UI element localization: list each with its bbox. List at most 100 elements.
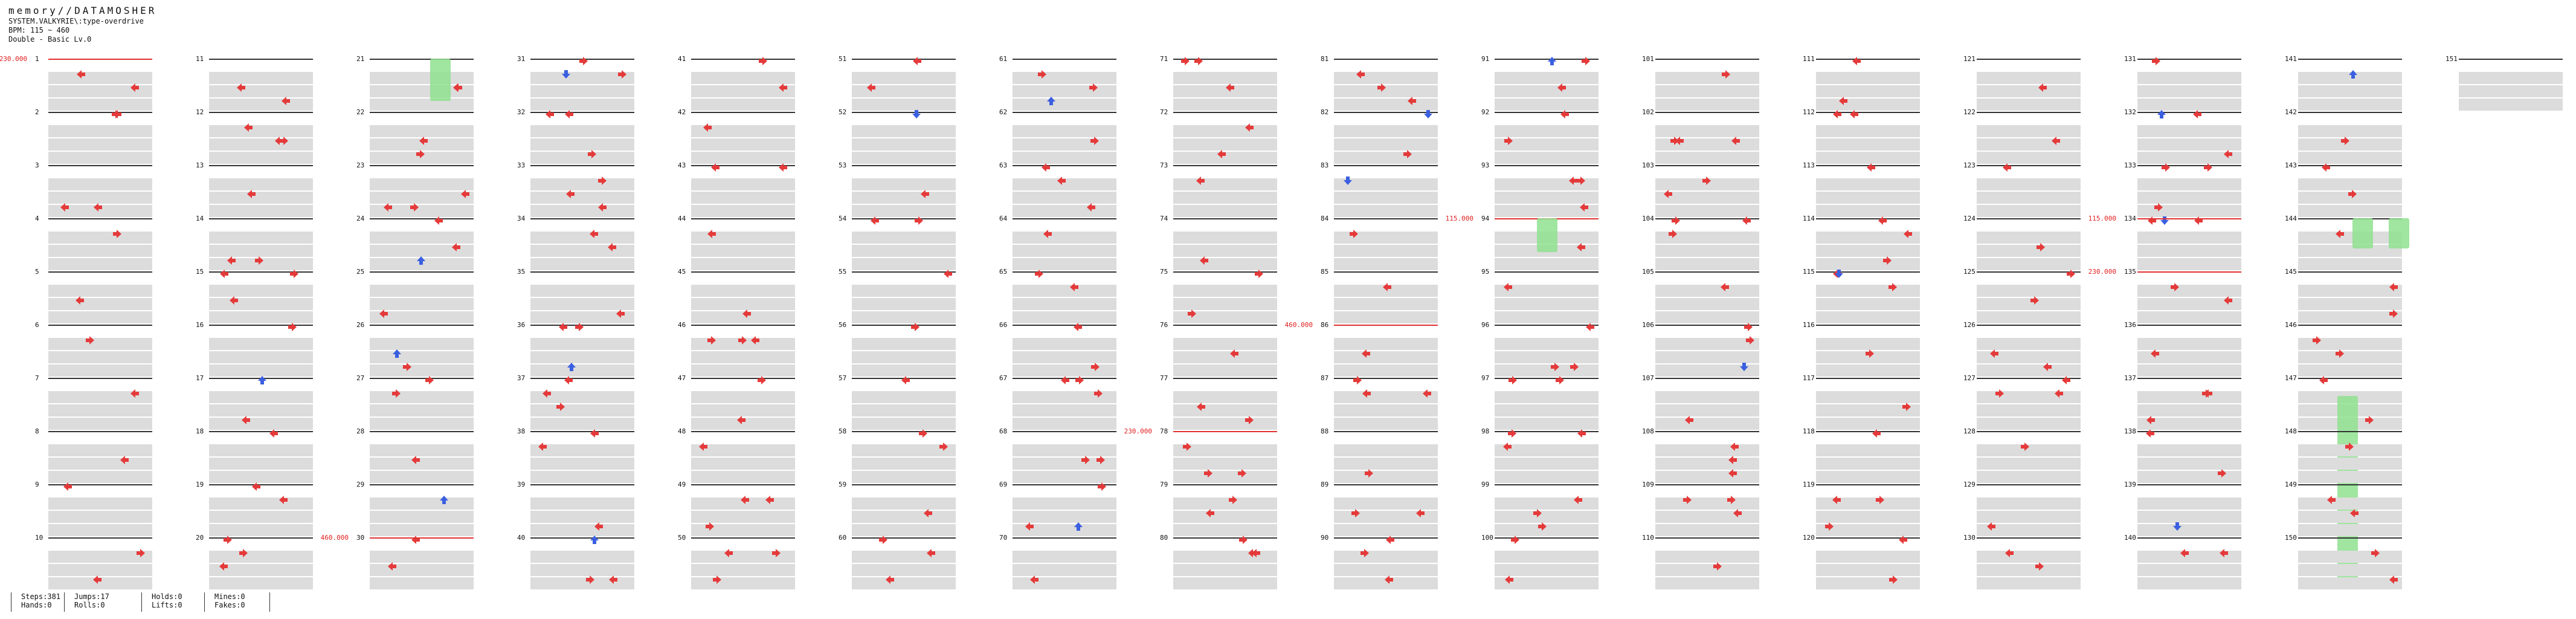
beat-band [48, 458, 152, 470]
arrow-note-icon [1359, 547, 1371, 559]
beat-band [1816, 152, 1920, 164]
chart-column: 11 12 13 14 15 16 17 18 19 20 [196, 55, 313, 591]
measure: 77 [1160, 374, 1277, 431]
beat-band [1655, 232, 1759, 244]
arrow-note-icon [723, 547, 735, 559]
arrow-note-icon [884, 574, 896, 586]
measure-number: 70 [999, 534, 1008, 542]
beat-band [48, 192, 152, 204]
measure-line [691, 431, 795, 432]
beat-band [209, 125, 313, 137]
measure-number: 89 [1321, 481, 1329, 488]
measure-number: 62 [999, 108, 1008, 116]
beat-band [1977, 232, 2081, 244]
measure: 107 [1642, 374, 1759, 431]
arrow-note-icon [1085, 201, 1097, 213]
measure: 109 [1642, 481, 1759, 537]
beat-band [530, 125, 634, 137]
beat-band [1013, 178, 1116, 190]
beat-band [1173, 471, 1277, 483]
arrow-note-icon [1383, 574, 1395, 586]
measure-number: 100 [1481, 534, 1493, 542]
beat-band [1013, 458, 1116, 470]
hold-note [2389, 218, 2409, 248]
measure-number: 146 [2285, 321, 2297, 329]
measure: 78 230.000 [1124, 427, 1277, 484]
measure-number: 71 [1160, 55, 1168, 63]
measure-line [1013, 484, 1116, 485]
beat-band [1655, 551, 1759, 563]
arrow-note-icon [573, 321, 585, 333]
beat-band [1495, 311, 1599, 323]
beat-band [1013, 205, 1116, 217]
measure: 58 [839, 427, 956, 484]
arrow-note-icon [1876, 215, 1889, 227]
measure-line [2137, 59, 2241, 60]
beat-band [1977, 178, 2081, 190]
measure: 111 [1803, 55, 1920, 112]
beat-band [2137, 418, 2241, 430]
chart-column: 31 32 33 34 35 36 37 38 39 40 [517, 55, 634, 591]
arrow-note-icon [877, 534, 889, 546]
beat-band [1013, 404, 1116, 416]
stats-mines-fakes: Mines:0 Fakes:0 [204, 592, 245, 612]
arrow-note-icon [560, 68, 572, 80]
beat-band [691, 245, 795, 257]
measure-number: 25 [356, 268, 365, 276]
measure: 115 [1803, 268, 1920, 325]
arrow-note-icon [1040, 161, 1052, 173]
arrow-note-icon [1089, 135, 1101, 147]
beat-band [691, 138, 795, 151]
measure-number: 124 [1963, 215, 1975, 222]
arrow-note-icon [1567, 175, 1579, 187]
measure-line [852, 431, 956, 432]
measure-number: 79 [1160, 481, 1168, 488]
beat-band [48, 72, 152, 84]
beat-band [852, 298, 956, 310]
beat-band [209, 232, 313, 244]
measure-line [530, 537, 634, 539]
arrow-note-icon [711, 574, 723, 586]
measure-line [1173, 378, 1277, 379]
measure-number: 56 [839, 321, 847, 329]
measure-number: 52 [839, 108, 847, 116]
arrow-note-icon [129, 387, 141, 400]
beat-band [1334, 285, 1438, 297]
arrow-note-icon [438, 494, 450, 506]
arrow-note-icon [1195, 401, 1207, 413]
beat-band [1816, 497, 1920, 510]
measure: 45 [678, 268, 795, 325]
arrow-note-icon [2019, 441, 2031, 453]
arrow-note-icon [1092, 387, 1104, 400]
measure-line [2137, 165, 2241, 166]
beat-band [1655, 351, 1759, 363]
arrow-note-icon [938, 441, 950, 453]
arrow-note-icon [2369, 547, 2381, 559]
measure: 70 [999, 534, 1116, 591]
measure: 130 [1963, 534, 2081, 591]
measure: 46 [678, 321, 795, 378]
beat-band [852, 285, 956, 297]
measure-line [1495, 112, 1599, 113]
arrow-note-icon [2033, 560, 2046, 572]
beat-band [530, 192, 634, 204]
measure-number: 102 [1642, 108, 1654, 116]
arrow-note-icon [607, 574, 619, 586]
arrow-note-icon [2149, 348, 2161, 360]
measure: 51 [839, 55, 956, 112]
measure-line [852, 165, 956, 166]
arrow-note-icon [228, 294, 240, 306]
measure: 49 [678, 481, 795, 537]
arrow-note-icon [2202, 161, 2214, 173]
arrow-note-icon [1683, 414, 1695, 426]
measure-line [1495, 537, 1599, 539]
measure-number: 35 [517, 268, 526, 276]
arrow-note-icon [1236, 467, 1248, 479]
beat-band [2298, 232, 2402, 244]
arrow-note-icon [1422, 108, 1434, 120]
beat-band [1173, 497, 1277, 510]
beat-band [1977, 418, 2081, 430]
beat-band [209, 72, 313, 84]
measure-line [370, 165, 474, 166]
measure-line [1173, 484, 1277, 485]
